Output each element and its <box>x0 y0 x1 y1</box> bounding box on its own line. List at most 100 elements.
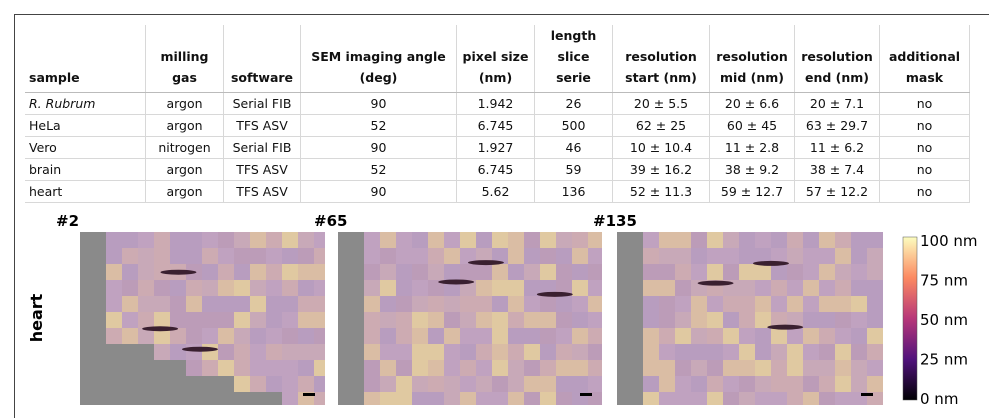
figure: heart #2#65#135100 nm75 nm50 nm25 nm0 nm <box>0 0 989 418</box>
overlay-tile <box>364 392 380 405</box>
overlay-tile <box>364 312 380 328</box>
overlay-tile <box>106 312 122 328</box>
overlay-tile <box>154 248 170 264</box>
overlay-tile <box>122 280 138 296</box>
overlay-tile <box>787 360 803 376</box>
overlay-tile <box>202 360 218 376</box>
overlay-tile <box>266 344 282 360</box>
overlay-tile <box>851 232 867 248</box>
overlay-tile <box>460 296 476 312</box>
overlay-tile <box>364 360 380 376</box>
overlay-tile <box>819 264 835 280</box>
overlay-tile <box>396 280 412 296</box>
overlay-tile <box>380 360 396 376</box>
overlay-tile <box>803 232 819 248</box>
overlay-tile <box>412 360 428 376</box>
scale-bar <box>580 393 592 396</box>
overlay-tile <box>154 344 170 360</box>
overlay-tile <box>524 344 540 360</box>
overlay-tile <box>588 280 602 296</box>
overlay-tile <box>396 232 412 248</box>
overlay-tile <box>412 296 428 312</box>
overlay-tile <box>314 280 325 296</box>
overlay-tile <box>691 376 707 392</box>
overlay-tile <box>723 376 739 392</box>
overlay-tile <box>364 344 380 360</box>
overlay-tile <box>380 264 396 280</box>
overlay-tile <box>643 312 659 328</box>
overlay-tile <box>428 264 444 280</box>
overlay-tile <box>508 328 524 344</box>
overlay-tile <box>250 360 266 376</box>
overlay-tile <box>723 392 739 405</box>
overlay-tile <box>540 264 556 280</box>
overlay-tile <box>138 280 154 296</box>
overlay-tile <box>835 264 851 280</box>
overlay-tile <box>819 232 835 248</box>
overlay-tile <box>755 280 771 296</box>
overlay-tile <box>739 280 755 296</box>
overlay-tile <box>508 360 524 376</box>
overlay-tile <box>106 232 122 248</box>
overlay-tile <box>819 376 835 392</box>
overlay-tile <box>556 248 572 264</box>
overlay-tile <box>588 312 602 328</box>
overlay-tile <box>444 232 460 248</box>
overlay-tile <box>739 376 755 392</box>
overlay-tile <box>476 344 492 360</box>
overlay-tile <box>186 344 202 360</box>
overlay-tile <box>771 328 787 344</box>
overlay-tile <box>675 360 691 376</box>
overlay-tile <box>835 360 851 376</box>
overlay-tile <box>282 296 298 312</box>
overlay-tile <box>380 312 396 328</box>
overlay-tile <box>298 344 314 360</box>
overlay-tile <box>556 296 572 312</box>
overlay-tile <box>476 360 492 376</box>
overlay-tile <box>364 232 380 248</box>
overlay-tile <box>819 248 835 264</box>
overlay-tile <box>675 264 691 280</box>
overlay-tile <box>460 376 476 392</box>
overlay-tile <box>508 264 524 280</box>
overlay-tile <box>643 232 659 248</box>
overlay-tile <box>314 392 325 405</box>
overlay-tile <box>508 376 524 392</box>
overlay-tile <box>867 376 883 392</box>
overlay-tile <box>755 376 771 392</box>
overlay-tile <box>755 264 771 280</box>
overlay-tile <box>476 392 492 405</box>
overlay-tile <box>266 264 282 280</box>
overlay-tile <box>364 376 380 392</box>
overlay-tile <box>364 248 380 264</box>
overlay-tile <box>659 360 675 376</box>
overlay-tile <box>476 264 492 280</box>
scale-bar <box>861 393 873 396</box>
overlay-tile <box>588 376 602 392</box>
overlay-tile <box>643 264 659 280</box>
overlay-tile <box>707 328 723 344</box>
overlay-tile <box>835 344 851 360</box>
overlay-tile <box>739 232 755 248</box>
artifact <box>698 281 734 286</box>
overlay-tile <box>364 264 380 280</box>
overlay-tile <box>707 312 723 328</box>
overlay-tile <box>476 232 492 248</box>
overlay-tile <box>867 328 883 344</box>
overlay-tile <box>202 232 218 248</box>
overlay-tile <box>771 280 787 296</box>
overlay-tile <box>659 248 675 264</box>
overlay-tile <box>675 344 691 360</box>
overlay-tile <box>170 280 186 296</box>
overlay-tile <box>106 248 122 264</box>
overlay-tile <box>524 248 540 264</box>
overlay-tile <box>508 280 524 296</box>
artifact <box>537 292 573 297</box>
overlay-tile <box>460 232 476 248</box>
overlay-tile <box>643 392 659 405</box>
overlay-tile <box>396 264 412 280</box>
overlay-tile <box>540 344 556 360</box>
overlay-tile <box>234 312 250 328</box>
overlay-tile <box>755 232 771 248</box>
overlay-tile <box>396 328 412 344</box>
